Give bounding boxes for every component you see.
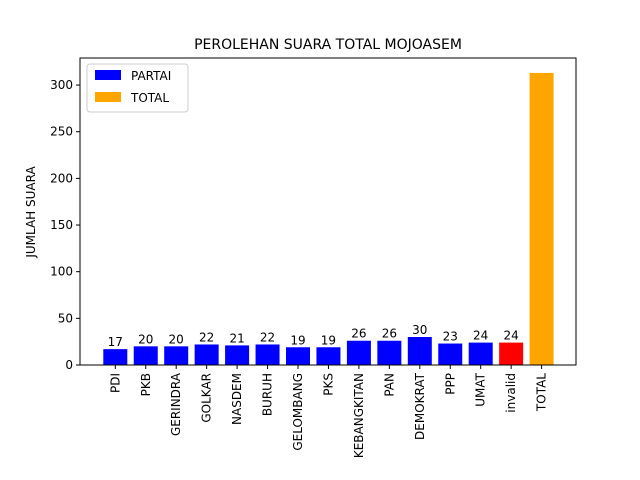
y-tick-label-250: 250	[50, 125, 73, 139]
data-label-gerindra: 20	[169, 332, 184, 346]
bar-golkar	[194, 344, 219, 365]
y-tick-label-50: 50	[58, 311, 73, 325]
bar-pan	[377, 340, 402, 365]
plot-frame	[79, 57, 577, 366]
y-tick-label-300: 300	[50, 78, 73, 92]
bar-umat	[468, 342, 493, 365]
bar-invalid	[499, 342, 524, 365]
x-tick-label-invalid: invalid	[504, 373, 518, 413]
data-label-gelombang: 19	[290, 333, 305, 347]
x-tick-label-gelombang: GELOMBANG	[291, 373, 305, 451]
data-label-pkb: 20	[138, 332, 153, 346]
bar-gelombang	[286, 347, 310, 365]
data-label-kebangkitan: 26	[351, 327, 366, 341]
chart-title: PEROLEHAN SUARA TOTAL MOJOASEM	[194, 37, 462, 53]
x-tick-label-ppp: PPP	[443, 373, 457, 395]
data-label-golkar: 22	[199, 330, 214, 344]
legend-label-partai: PARTAI	[131, 69, 171, 83]
bar-demokrat	[407, 337, 432, 365]
data-label-invalid: 24	[504, 329, 519, 343]
data-label-ppp: 23	[443, 330, 458, 344]
x-tick-label-pan: PAN	[382, 373, 396, 397]
bar-ppp	[438, 343, 463, 365]
x-tick-label-pks: PKS	[321, 373, 335, 396]
data-label-nasdem: 21	[229, 331, 244, 345]
x-tick-label-pdi: PDI	[108, 373, 122, 393]
x-tick-label-golkar: GOLKAR	[200, 373, 214, 423]
bars-group	[103, 72, 554, 366]
data-label-buruh: 22	[260, 330, 275, 344]
bar-pks	[316, 347, 341, 365]
bar-gerindra	[164, 346, 189, 365]
legend-swatch-partai	[95, 70, 121, 80]
x-tick-label-demokrat: DEMOKRAT	[413, 372, 427, 440]
y-tick-label-100: 100	[50, 265, 73, 279]
bar-pdi	[103, 349, 128, 365]
bar-buruh	[255, 344, 280, 365]
data-label-pks: 19	[321, 333, 336, 347]
y-axis: 0 50 100 150 200 250 300	[50, 78, 80, 372]
y-tick-label-0: 0	[65, 358, 73, 372]
x-tick-label-pkb: PKB	[139, 373, 153, 396]
x-tick-label-gerindra: GERINDRA	[169, 372, 183, 436]
data-label-umat: 24	[473, 329, 488, 343]
legend-label-total: TOTAL	[130, 91, 169, 105]
x-axis: PDI PKB GERINDRA GOLKAR NASDEM BURUH GELOMBANG…	[108, 365, 549, 458]
y-tick-label-150: 150	[50, 218, 73, 232]
data-label-pan: 26	[382, 327, 397, 341]
y-tick-label-200: 200	[50, 171, 73, 185]
bar-nasdem	[225, 345, 250, 365]
bar-kebangkitan	[346, 340, 371, 365]
x-tick-label-buruh: BURUH	[261, 373, 275, 416]
legend: PARTAI TOTAL	[86, 63, 189, 113]
data-label-demokrat: 30	[412, 323, 427, 337]
y-axis-label: JUMLAH SUARA	[24, 166, 38, 259]
data-label-pdi: 17	[108, 335, 123, 349]
x-tick-label-total: TOTAL	[535, 373, 549, 412]
x-tick-label-kebangkitan: KEBANGKITAN	[352, 373, 366, 458]
x-tick-label-nasdem: NASDEM	[230, 373, 244, 425]
bar-total	[529, 72, 554, 366]
bar-pkb	[133, 346, 158, 365]
legend-swatch-total	[95, 92, 121, 102]
data-labels-group: 17 20 20 22 21 22 19 19 26 26 30 23 24 24	[108, 323, 519, 349]
x-tick-label-umat: UMAT	[474, 372, 488, 406]
